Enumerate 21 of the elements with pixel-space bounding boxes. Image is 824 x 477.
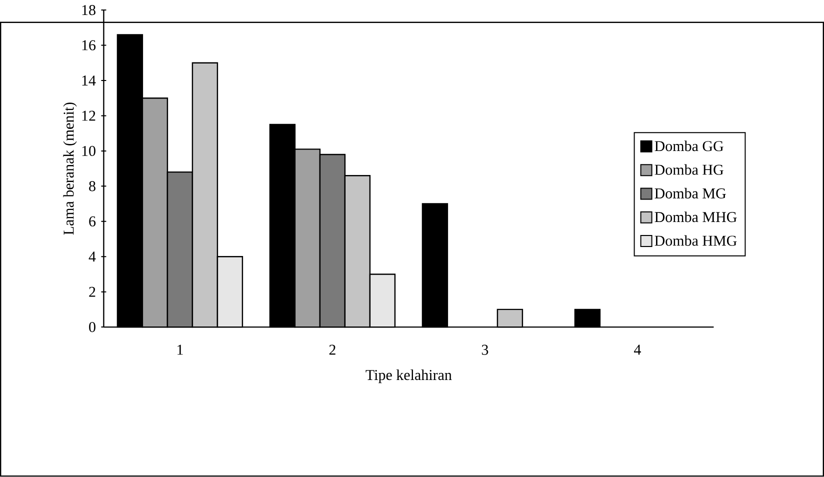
x-tick-label: 4 (634, 344, 641, 355)
y-tick-label: 0 (89, 322, 96, 332)
y-tick-label: 8 (89, 181, 96, 192)
x-tick-label: 2 (329, 344, 336, 355)
y-tick-label: 4 (88, 252, 96, 262)
y-tick-label: 10 (82, 146, 96, 156)
legend-label: Domba HMG (654, 235, 737, 246)
x-tick-label: 1 (178, 344, 183, 355)
y-tick-label: 18 (82, 5, 96, 16)
y-tick-label: 2 (89, 286, 96, 297)
legend-label: Domba MG (654, 188, 726, 199)
y-tick-label: 6 (89, 216, 96, 227)
y-tick-label: 16 (82, 40, 96, 50)
x-tick-label: 3 (482, 344, 488, 355)
y-tick-label: 12 (82, 110, 96, 121)
legend-label: Domba HG (654, 164, 724, 175)
x-axis-title: Tipe kelahiran (366, 370, 452, 384)
legend-label: Domba MHG (654, 212, 737, 222)
legend-label: Domba GG (654, 140, 724, 152)
y-axis-title: Lama beranak (menit) (63, 102, 77, 235)
y-tick-label: 14 (82, 76, 96, 86)
